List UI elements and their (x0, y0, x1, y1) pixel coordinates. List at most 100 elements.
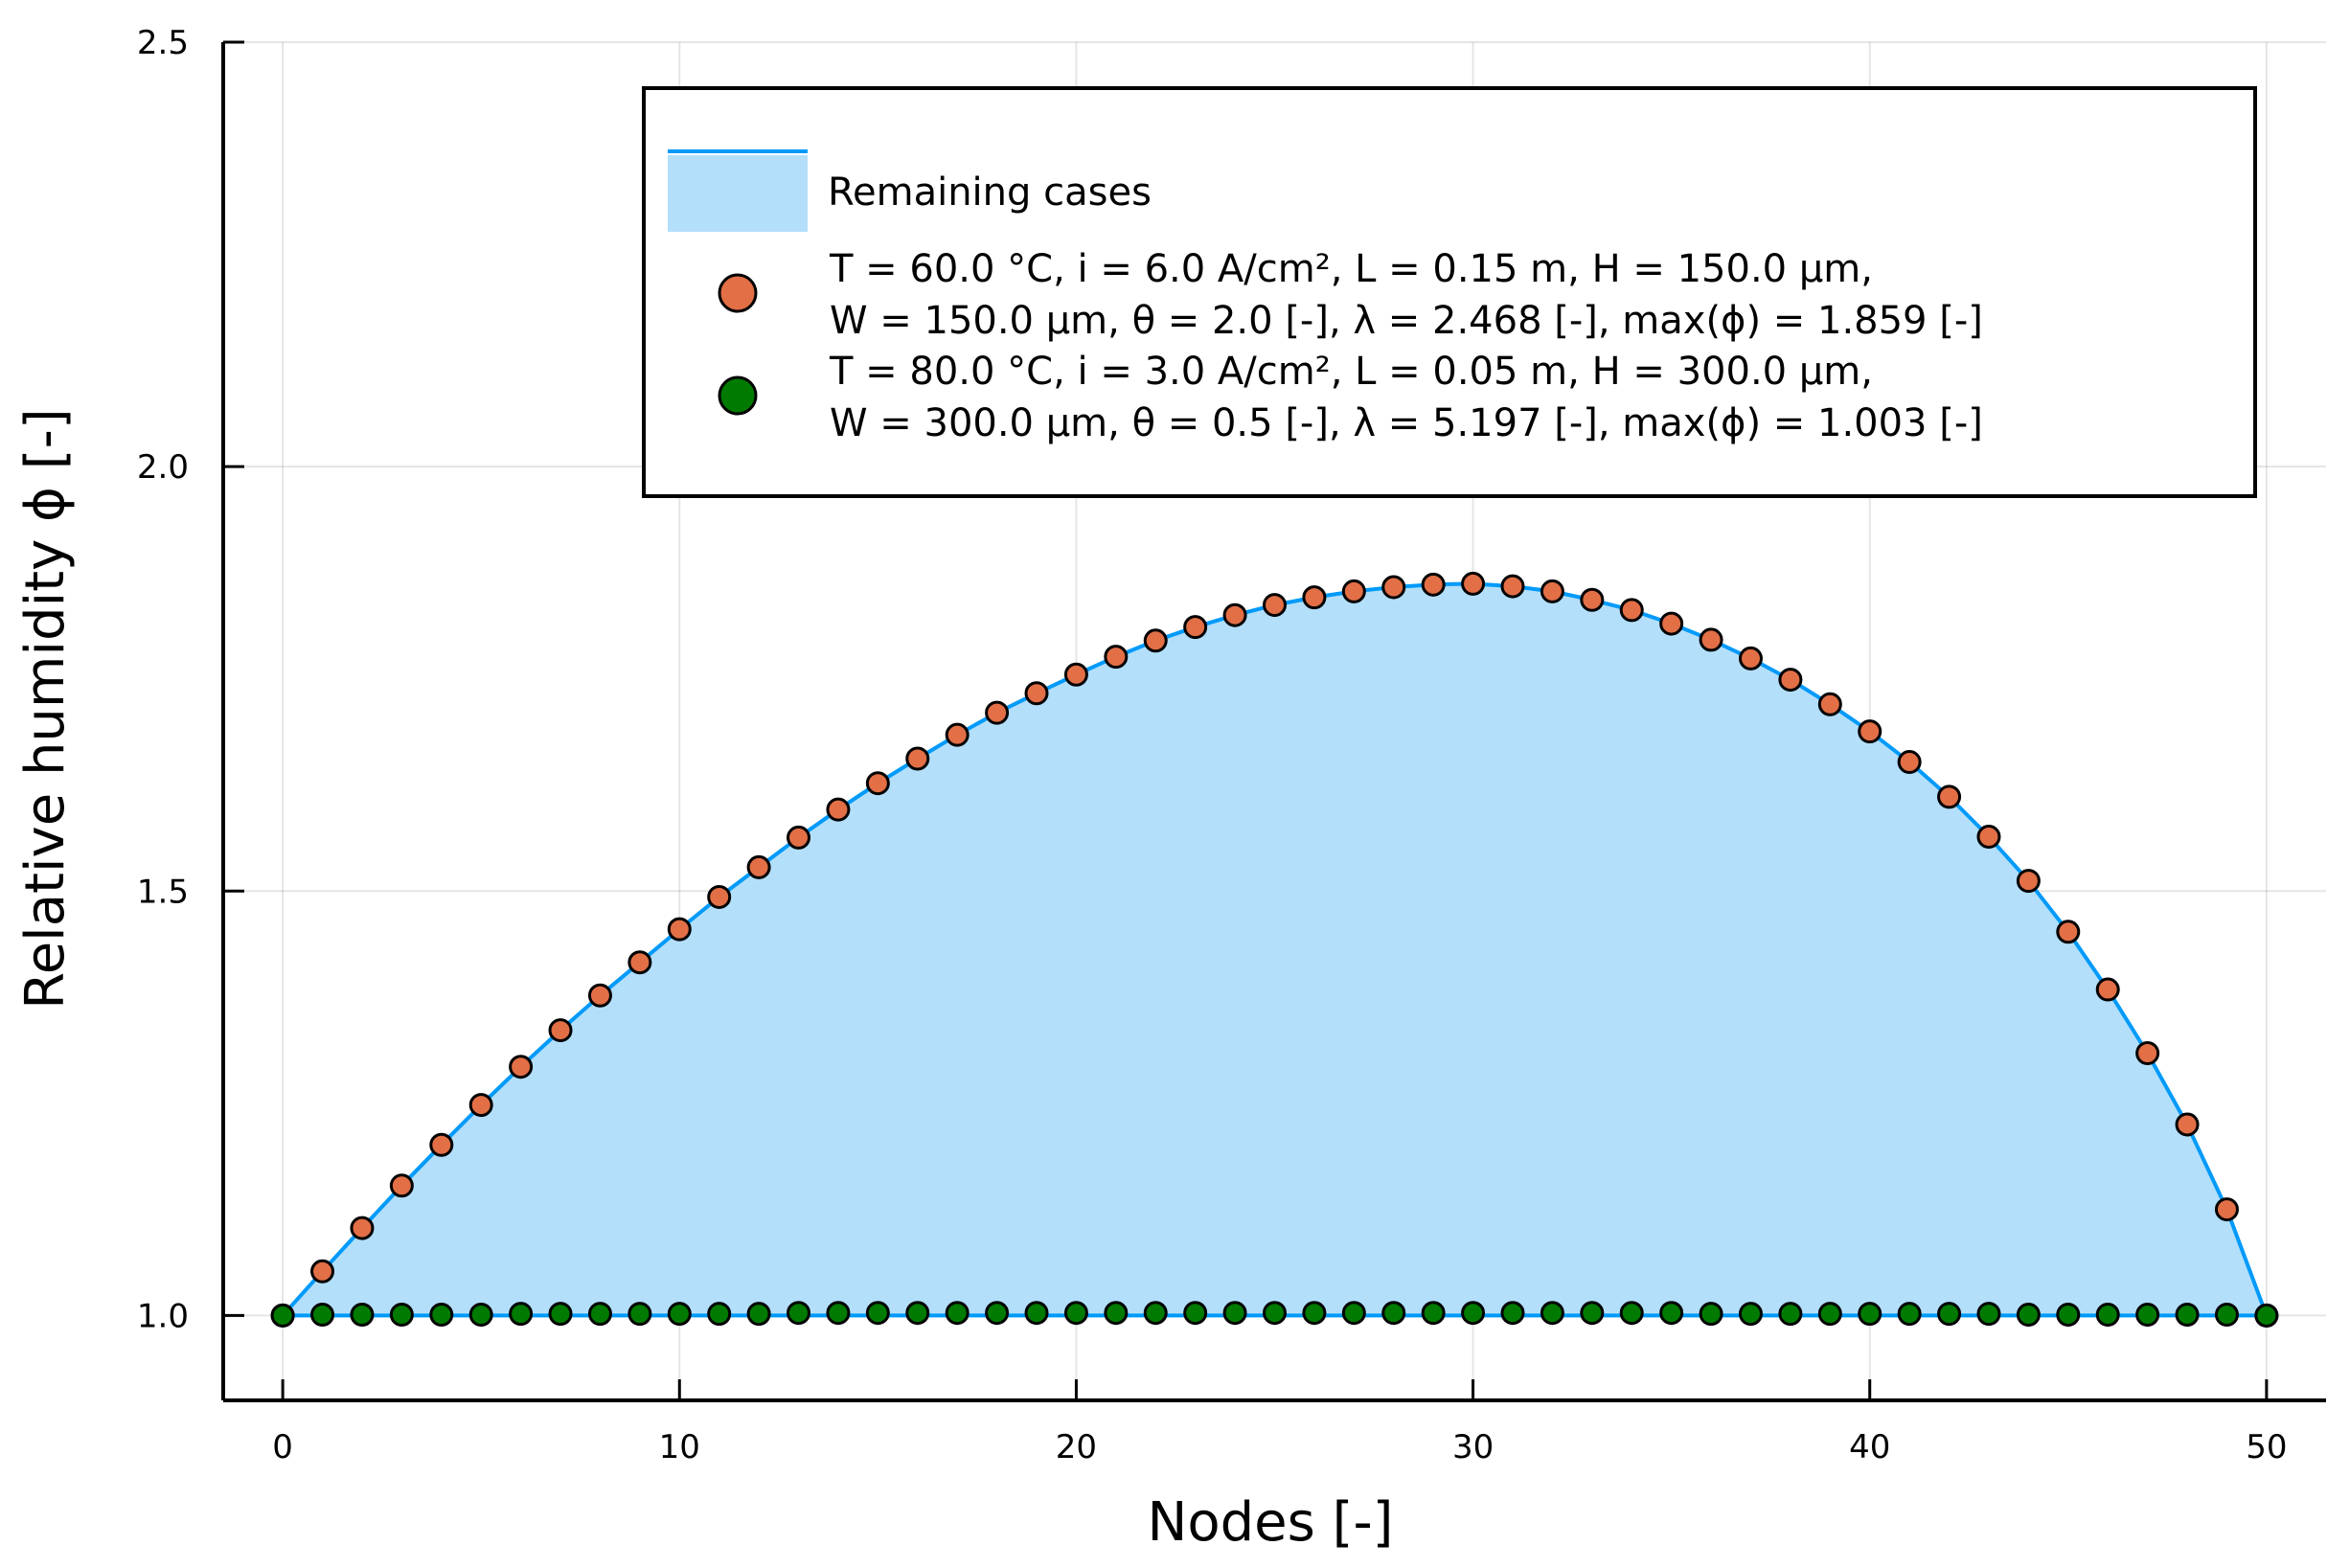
legend-label-series-1-line-2: W = 150.0 µm, θ = 2.0 [-], λ = 2.468 [-]… (830, 299, 1983, 343)
series-2-point-45 (2056, 1302, 2081, 1327)
series-1-point-6 (509, 1055, 534, 1079)
x-axis-title: Nodes [-] (1147, 1491, 1393, 1554)
series-2-point-33 (1580, 1301, 1605, 1326)
x-tick-label-5: 50 (2246, 1428, 2287, 1466)
series-1-point-49 (2214, 1197, 2239, 1222)
series-1-point-40 (1858, 719, 1882, 744)
series-2-point-29 (1421, 1301, 1446, 1326)
series-2-point-7 (548, 1302, 573, 1327)
series-2-point-43 (1976, 1302, 2001, 1327)
series-2-point-19 (1024, 1301, 1049, 1326)
series-1-point-2 (350, 1216, 375, 1240)
series-1-point-45 (2056, 920, 2081, 944)
y-tick-label-1: 1.5 (137, 873, 189, 911)
series-1-point-36 (1699, 627, 1723, 652)
series-1-point-1 (310, 1259, 335, 1284)
series-2-point-49 (2214, 1302, 2239, 1327)
x-tick-label-2: 20 (1056, 1428, 1097, 1466)
series-1-point-23 (1183, 615, 1208, 640)
x-tick-label-1: 10 (659, 1428, 700, 1466)
legend-box (642, 86, 2257, 498)
legend-marker-series-1 (718, 273, 758, 313)
x-tick-label-0: 0 (272, 1428, 293, 1466)
marker-layer (270, 571, 2279, 1328)
series-2-point-8 (587, 1302, 612, 1327)
series-1-point-5 (468, 1093, 493, 1118)
series-1-point-19 (1024, 681, 1049, 706)
series-2-point-26 (1302, 1301, 1327, 1326)
series-2-point-31 (1500, 1301, 1525, 1326)
series-2-point-16 (905, 1301, 930, 1326)
series-1-point-20 (1063, 662, 1088, 687)
series-1-point-21 (1104, 645, 1129, 670)
series-2-point-28 (1381, 1301, 1406, 1326)
series-2-point-25 (1263, 1301, 1287, 1326)
y-tick-label-2: 2.0 (137, 448, 189, 487)
series-2-point-13 (787, 1301, 811, 1326)
series-2-point-48 (2175, 1302, 2200, 1327)
series-1-point-31 (1500, 574, 1525, 599)
legend-label-series-2-line-1: T = 80.0 °C, i = 3.0 A/cm², L = 0.05 m, … (829, 350, 1873, 394)
series-1-point-22 (1143, 628, 1168, 653)
y-tick-label-0: 1.0 (137, 1297, 189, 1335)
series-1-point-14 (826, 797, 851, 822)
series-2-point-38 (1778, 1302, 1803, 1327)
band-fill (283, 583, 2267, 1316)
series-1-point-44 (2016, 869, 2041, 894)
series-2-point-18 (985, 1301, 1010, 1326)
y-axis-title: Relative humidity ϕ [-] (14, 408, 77, 1009)
series-2-point-39 (1817, 1302, 1842, 1327)
legend: Remaining cases T = 60.0 °C, i = 6.0 A/c… (642, 86, 2257, 498)
series-1-point-35 (1659, 611, 1684, 636)
series-1-point-10 (667, 917, 692, 942)
series-1-point-26 (1302, 585, 1327, 610)
ticks: 0 10 20 30 40 50 1.0 1.5 2.0 2.5 (137, 24, 2288, 1466)
series-1-point-28 (1381, 575, 1406, 600)
series-2-point-35 (1659, 1301, 1684, 1326)
series-1-point-41 (1897, 750, 1922, 775)
series-2-point-5 (468, 1302, 493, 1327)
series-2-point-12 (746, 1302, 771, 1327)
series-2-point-44 (2016, 1302, 2041, 1327)
series-1-point-24 (1222, 602, 1247, 627)
series-2-point-41 (1897, 1302, 1922, 1327)
x-tick-label-4: 40 (1849, 1428, 1890, 1466)
series-1-point-47 (2135, 1041, 2160, 1066)
series-2-point-11 (707, 1302, 732, 1327)
series-2-point-6 (509, 1302, 534, 1327)
series-2-point-1 (310, 1302, 335, 1327)
series-2-point-34 (1619, 1301, 1644, 1326)
series-1-point-12 (746, 854, 771, 879)
series-2-point-27 (1341, 1301, 1366, 1326)
series-2-point-42 (1937, 1302, 1962, 1327)
series-2-point-14 (826, 1301, 851, 1326)
series-1-point-34 (1619, 598, 1644, 623)
series-2-point-37 (1738, 1302, 1763, 1327)
series-2-point-20 (1063, 1301, 1088, 1326)
series-1-point-42 (1937, 784, 1962, 809)
series-1-point-15 (865, 771, 890, 796)
series-1-point-30 (1461, 571, 1486, 596)
series-2-point-30 (1461, 1301, 1486, 1326)
series-1-point-29 (1421, 572, 1446, 597)
series-2-point-2 (350, 1302, 375, 1327)
legend-band-swatch (668, 155, 808, 232)
series-2-point-36 (1699, 1302, 1723, 1327)
series-2-point-9 (627, 1302, 652, 1327)
series-2-point-4 (429, 1302, 454, 1327)
series-1-point-9 (627, 950, 652, 975)
series-1-point-7 (548, 1018, 573, 1043)
legend-label-series-1-line-1: T = 60.0 °C, i = 6.0 A/cm², L = 0.15 m, … (829, 247, 1873, 291)
legend-label-series-2-line-2: W = 300.0 µm, θ = 0.5 [-], λ = 5.197 [-]… (830, 401, 1983, 445)
y-tick-label-3: 2.5 (137, 24, 189, 62)
series-2-point-23 (1183, 1301, 1208, 1326)
series-2-point-22 (1143, 1301, 1168, 1326)
series-2-point-32 (1540, 1301, 1564, 1326)
series-2-point-21 (1104, 1301, 1129, 1326)
series-2-point-10 (667, 1302, 692, 1327)
series-1-point-38 (1778, 668, 1803, 693)
series-1-point-13 (787, 825, 811, 850)
series-1-point-27 (1341, 579, 1366, 603)
series-1-point-43 (1976, 825, 2001, 850)
